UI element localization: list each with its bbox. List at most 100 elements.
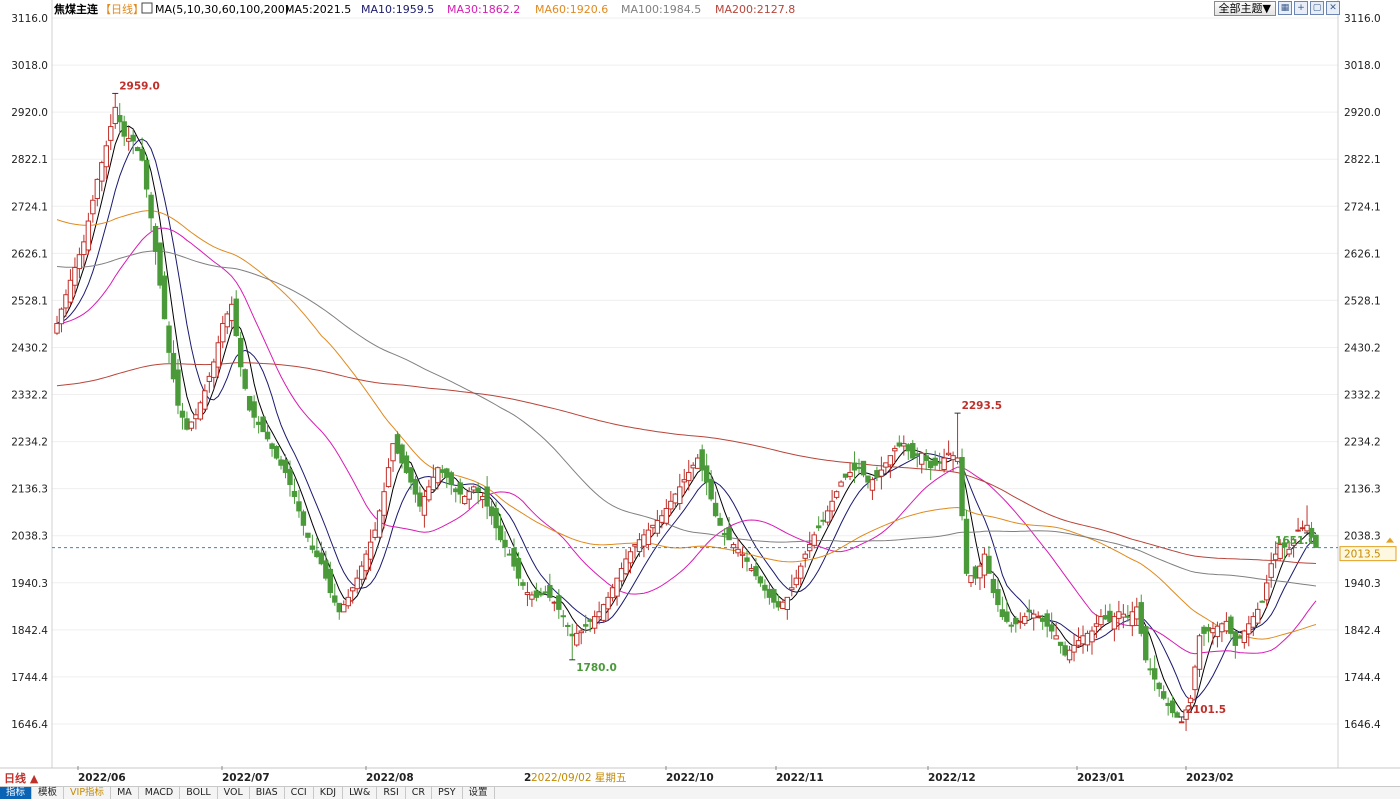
candle-body[interactable] xyxy=(229,303,235,322)
indicator-tab[interactable]: RSI xyxy=(377,787,406,799)
candle-body[interactable] xyxy=(972,566,979,579)
candle-body[interactable] xyxy=(927,460,934,469)
candle-body[interactable] xyxy=(618,568,625,582)
candle-body[interactable] xyxy=(314,550,320,558)
candle-body[interactable] xyxy=(919,452,925,465)
candle-body[interactable] xyxy=(1143,626,1149,661)
candle-body[interactable] xyxy=(511,547,517,567)
candle-body[interactable] xyxy=(936,461,943,464)
candle-body[interactable] xyxy=(798,565,804,579)
candle-body[interactable] xyxy=(193,414,199,420)
candle-body[interactable] xyxy=(1295,529,1301,532)
candle-body[interactable] xyxy=(986,555,992,574)
candle-body[interactable] xyxy=(856,466,862,469)
candle-body[interactable] xyxy=(587,619,593,622)
candle-body[interactable] xyxy=(981,553,988,576)
candle-body[interactable] xyxy=(1255,608,1261,624)
candle-body[interactable] xyxy=(117,114,123,123)
indicator-tab[interactable]: CR xyxy=(406,787,432,799)
candle-body[interactable] xyxy=(1232,631,1239,646)
candle-body[interactable] xyxy=(394,434,401,454)
candle-body[interactable] xyxy=(1017,620,1023,623)
candle-body[interactable] xyxy=(372,529,378,538)
expand-icon[interactable]: + xyxy=(1294,1,1308,15)
candle-body[interactable] xyxy=(103,145,109,168)
candle-body[interactable] xyxy=(1152,668,1158,680)
candle-body[interactable] xyxy=(278,459,284,466)
candle-body[interactable] xyxy=(663,507,670,524)
indicator-tab[interactable]: BIAS xyxy=(250,787,285,799)
candle-body[interactable] xyxy=(703,465,710,483)
candle-body[interactable] xyxy=(529,594,535,600)
candle-body[interactable] xyxy=(538,593,544,596)
candle-body[interactable] xyxy=(76,254,83,270)
candle-body[interactable] xyxy=(600,604,607,621)
candle-body[interactable] xyxy=(547,584,553,598)
candle-body[interactable] xyxy=(1147,668,1153,671)
candle-body[interactable] xyxy=(865,475,871,483)
candle-body[interactable] xyxy=(493,508,499,529)
candle-body[interactable] xyxy=(815,525,822,529)
candle-body[interactable] xyxy=(237,337,244,368)
candle-body[interactable] xyxy=(654,520,661,534)
candle-body[interactable] xyxy=(318,552,325,565)
candle-body[interactable] xyxy=(556,595,562,610)
candle-body[interactable] xyxy=(923,455,929,461)
candle-body[interactable] xyxy=(995,589,1001,606)
candle-body[interactable] xyxy=(184,418,190,430)
candle-body[interactable] xyxy=(1125,615,1131,618)
candle-body[interactable] xyxy=(354,577,360,590)
candle-body[interactable] xyxy=(215,342,221,368)
candle-body[interactable] xyxy=(1080,635,1086,645)
candle-body[interactable] xyxy=(990,578,997,594)
candle-body[interactable] xyxy=(686,471,692,482)
candle-body[interactable] xyxy=(1169,700,1176,714)
candle-body[interactable] xyxy=(363,553,369,572)
candle-body[interactable] xyxy=(269,443,275,449)
candle-body[interactable] xyxy=(291,490,298,497)
candle-body[interactable] xyxy=(457,482,463,495)
candle-body[interactable] xyxy=(157,242,163,286)
candle-body[interactable] xyxy=(883,462,889,468)
candle-body[interactable] xyxy=(448,472,454,485)
candle-body[interactable] xyxy=(780,601,786,609)
candle-body[interactable] xyxy=(1044,613,1050,627)
candle-body[interactable] xyxy=(632,544,638,547)
candle-body[interactable] xyxy=(892,447,898,452)
candle-body[interactable] xyxy=(968,575,974,584)
candle-body[interactable] xyxy=(399,444,405,464)
candle-body[interactable] xyxy=(847,471,853,477)
candle-body[interactable] xyxy=(1116,611,1122,619)
candle-body[interactable] xyxy=(766,588,773,598)
candle-body[interactable] xyxy=(802,553,808,559)
candle-body[interactable] xyxy=(300,511,307,526)
candle-body[interactable] xyxy=(175,369,181,406)
indicator-tab[interactable]: CCI xyxy=(285,787,314,799)
candle-body[interactable] xyxy=(1308,527,1315,537)
candle-body[interactable] xyxy=(1201,626,1207,634)
candle-body[interactable] xyxy=(712,502,719,517)
candle-body[interactable] xyxy=(94,178,101,200)
candle-body[interactable] xyxy=(730,544,737,549)
restore-icon[interactable]: ▢ xyxy=(1310,1,1324,15)
candle-body[interactable] xyxy=(390,443,396,462)
candle-body[interactable] xyxy=(273,445,280,459)
candle-body[interactable] xyxy=(793,577,799,586)
candle-body[interactable] xyxy=(112,106,118,125)
candle-body[interactable] xyxy=(63,294,69,309)
candle-body[interactable] xyxy=(345,596,351,607)
indicator-tab[interactable]: 模板 xyxy=(32,787,65,799)
indicator-tab[interactable]: BOLL xyxy=(180,787,218,799)
candle-body[interactable] xyxy=(1210,628,1216,634)
candle-body[interactable] xyxy=(1299,527,1306,530)
candle-body[interactable] xyxy=(1084,632,1091,646)
candle-body[interactable] xyxy=(233,298,239,337)
candle-body[interactable] xyxy=(1026,609,1032,613)
candle-body[interactable] xyxy=(161,275,168,320)
candle-body[interactable] xyxy=(1277,544,1283,559)
candle-body[interactable] xyxy=(963,518,970,574)
candle-body[interactable] xyxy=(417,492,423,507)
candle-body[interactable] xyxy=(54,323,60,334)
candle-body[interactable] xyxy=(726,527,732,541)
candle-body[interactable] xyxy=(945,452,952,456)
